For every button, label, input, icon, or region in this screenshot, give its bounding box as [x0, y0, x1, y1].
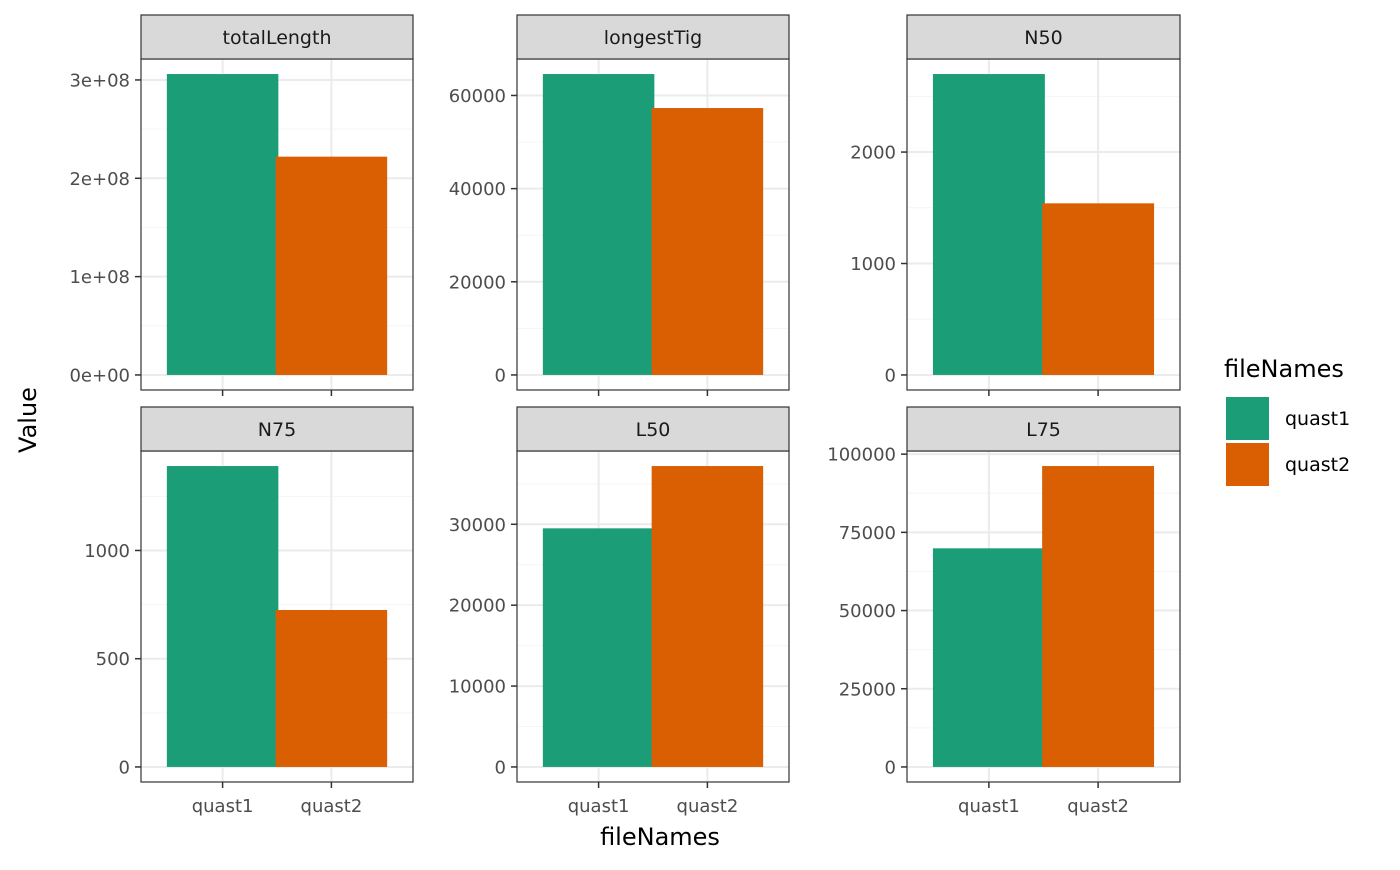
- x-tick-label: quast2: [1067, 796, 1129, 817]
- facet-strip: [516, 14, 790, 60]
- y-tick-label: 1000: [84, 541, 130, 562]
- y-tick-label: 60000: [449, 86, 506, 107]
- facet-strip: [140, 14, 414, 60]
- bar-L50-quast2: [651, 466, 764, 767]
- y-tick-label: 25000: [839, 679, 896, 700]
- facet-panel-totalLength: totalLength 0e+00 1e+08 2e+08 3e+08: [69, 14, 414, 396]
- y-tick-label: 75000: [839, 523, 896, 544]
- y-tick-label: 20000: [449, 596, 506, 617]
- facet-strip: [906, 406, 1181, 452]
- facet-strip-label: L50: [636, 419, 671, 441]
- facet-strip-label: longestTig: [604, 27, 702, 49]
- x-tick-label: quast1: [192, 796, 254, 817]
- x-tick-label: quast1: [568, 796, 630, 817]
- bar-L75-quast1: [932, 548, 1045, 767]
- facet-panel-longestTig: longestTig 0 20000 40000 60000: [449, 14, 790, 396]
- y-tick-label: 100000: [827, 445, 896, 466]
- y-tick-label: 30000: [449, 515, 506, 536]
- x-tick-label: quast1: [958, 796, 1020, 817]
- legend-label-quast2: quast2: [1285, 454, 1350, 476]
- bar-N50-quast2: [1042, 203, 1155, 375]
- legend-key-quast2: [1226, 443, 1269, 486]
- y-tick-label: 1e+08: [69, 267, 130, 288]
- y-tick-label: 0: [495, 757, 506, 778]
- facet-panel-L75: L75 0 25000 50000 75000 100000 quast1 quast2: [827, 406, 1181, 817]
- y-tick-label: 50000: [839, 601, 896, 622]
- y-tick-label: 0e+00: [69, 365, 130, 386]
- y-tick-label: 40000: [449, 179, 506, 200]
- bar-N50-quast1: [932, 74, 1045, 375]
- y-tick-label: 20000: [449, 272, 506, 293]
- x-tick-label: quast2: [301, 796, 363, 817]
- facet-strip-label: N50: [1024, 27, 1062, 49]
- facet-strip-label: L75: [1026, 419, 1061, 441]
- facet-strip-label: N75: [258, 419, 296, 441]
- bar-longestTig-quast1: [542, 74, 655, 375]
- y-tick-label: 0: [119, 757, 130, 778]
- bar-totalLength-quast1: [166, 74, 279, 375]
- legend-title: fileNames: [1224, 355, 1344, 383]
- facet-strip: [516, 406, 790, 452]
- legend: fileNames quast1 quast2: [1224, 355, 1350, 486]
- y-tick-label: 0: [885, 757, 896, 778]
- facet-panel-N50: N50 0 1000 2000: [850, 14, 1181, 396]
- y-tick-label: 0: [495, 365, 506, 386]
- x-axis-title: fileNames: [600, 823, 720, 851]
- facet-panel-L50: L50 0 10000 20000 30000 quast1 quast2: [449, 406, 790, 817]
- legend-key-quast1: [1226, 397, 1269, 440]
- bar-totalLength-quast2: [275, 156, 388, 375]
- bar-L75-quast2: [1042, 466, 1155, 767]
- y-tick-label: 1000: [850, 254, 896, 275]
- y-tick-label: 2e+08: [69, 169, 130, 190]
- y-axis-title: Value: [14, 387, 42, 453]
- x-tick-label: quast2: [677, 796, 739, 817]
- bar-L50-quast1: [542, 528, 655, 767]
- facet-strip: [140, 406, 414, 452]
- legend-label-quast1: quast1: [1285, 408, 1350, 430]
- y-tick-label: 2000: [850, 143, 896, 164]
- y-tick-label: 0: [885, 365, 896, 386]
- bar-N75-quast1: [166, 466, 279, 767]
- y-tick-label: 3e+08: [69, 70, 130, 91]
- facet-strip: [906, 14, 1181, 60]
- bar-N75-quast2: [275, 610, 388, 767]
- y-tick-label: 10000: [449, 677, 506, 698]
- facet-panel-N75: N75 0 500 1000 quast1 quast2: [84, 406, 414, 817]
- facet-strip-label: totalLength: [223, 27, 332, 49]
- bar-longestTig-quast2: [651, 108, 764, 375]
- y-tick-label: 500: [96, 649, 130, 670]
